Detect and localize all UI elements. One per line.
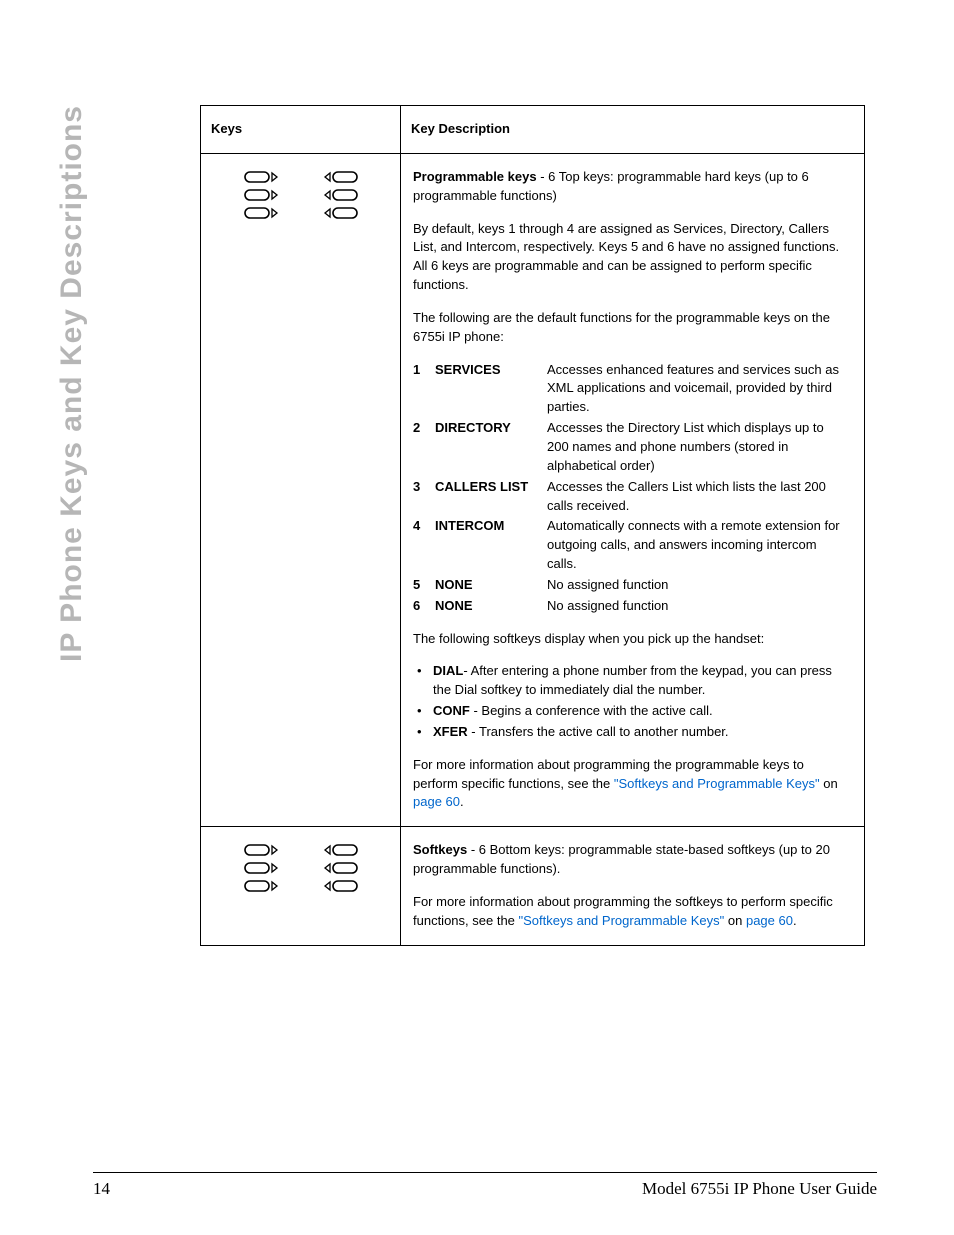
func-desc: Accesses the Callers List which lists th… (547, 478, 846, 516)
softkey-right-icon (322, 843, 358, 857)
page-number: 14 (93, 1179, 110, 1199)
page-footer: 14 Model 6755i IP Phone User Guide (93, 1172, 877, 1199)
softkey-right-icon (322, 879, 358, 893)
func-desc: No assigned function (547, 576, 846, 595)
prog-keys-default-note: By default, keys 1 through 4 are assigne… (413, 220, 846, 295)
footer-title: Model 6755i IP Phone User Guide (642, 1179, 877, 1199)
softkeys-moreinfo: For more information about programming t… (413, 893, 846, 931)
prog-keys-intro: Programmable keys - 6 Top keys: programm… (413, 168, 846, 206)
softkey-left-icon (244, 188, 280, 202)
page-link[interactable]: page 60 (413, 794, 460, 809)
func-name: NONE (435, 597, 547, 616)
table-row: Softkeys - 6 Bottom keys: programmable s… (201, 827, 865, 945)
func-row: 5NONENo assigned function (413, 576, 846, 595)
moreinfo-text-b: on (820, 776, 838, 791)
func-row: 4INTERCOMAutomatically connects with a r… (413, 517, 846, 574)
softkeys-link[interactable]: "Softkeys and Programmable Keys" (519, 913, 725, 928)
prog-keys-moreinfo: For more information about programming t… (413, 756, 846, 813)
table-row: Programmable keys - 6 Top keys: programm… (201, 153, 865, 826)
bullet-bold: XFER (433, 724, 468, 739)
func-num: 4 (413, 517, 435, 536)
table-header-row: Keys Key Description (201, 106, 865, 154)
softkeys-label: Softkeys (413, 842, 467, 857)
header-keys: Keys (201, 106, 401, 154)
func-name: SERVICES (435, 361, 547, 380)
prog-keys-icons-cell (201, 153, 401, 826)
func-row: 1SERVICESAccesses enhanced features and … (413, 361, 846, 418)
softkeys-intro-rest: - 6 Bottom keys: programmable state-base… (413, 842, 830, 876)
func-num: 6 (413, 597, 435, 616)
page-link[interactable]: page 60 (746, 913, 793, 928)
func-desc: Accesses enhanced features and services … (547, 361, 846, 418)
softkey-left-icon (244, 843, 280, 857)
softkeys-intro: Softkeys - 6 Bottom keys: programmable s… (413, 841, 846, 879)
func-desc: Accesses the Directory List which displa… (547, 419, 846, 476)
bullet-text: - Transfers the active call to another n… (468, 724, 729, 739)
softkey-right-icon (322, 206, 358, 220)
func-row: 6NONENo assigned function (413, 597, 846, 616)
func-name: NONE (435, 576, 547, 595)
key-icon-grid (209, 170, 392, 220)
func-row: 3CALLERS LISTAccesses the Callers List w… (413, 478, 846, 516)
func-num: 3 (413, 478, 435, 497)
softkey-right-icon (322, 188, 358, 202)
bullet-text: - Begins a conference with the active ca… (470, 703, 713, 718)
func-num: 5 (413, 576, 435, 595)
header-desc: Key Description (401, 106, 865, 154)
bullet-text: - After entering a phone number from the… (433, 663, 832, 697)
softkey-left-icon (244, 170, 280, 184)
softkey-right-icon (322, 170, 358, 184)
bullet-bold: DIAL (433, 663, 463, 678)
softkeys-handset-intro: The following softkeys display when you … (413, 630, 846, 649)
bullet-bold: CONF (433, 703, 470, 718)
func-num: 1 (413, 361, 435, 380)
softkey-bullets: DIAL- After entering a phone number from… (413, 662, 846, 741)
softkey-left-icon (244, 206, 280, 220)
softkeys-icons-cell (201, 827, 401, 945)
softkey-right-icon (322, 861, 358, 875)
prog-keys-label: Programmable keys (413, 169, 537, 184)
func-desc: Automatically connects with a remote ext… (547, 517, 846, 574)
bullet-item: DIAL- After entering a phone number from… (413, 662, 846, 700)
vertical-section-title: IP Phone Keys and Key Descriptions (55, 105, 89, 662)
prog-keys-default-list-intro: The following are the default functions … (413, 309, 846, 347)
softkey-left-icon (244, 861, 280, 875)
softkey-left-icon (244, 879, 280, 893)
func-row: 2DIRECTORYAccesses the Directory List wh… (413, 419, 846, 476)
key-icon-grid (209, 843, 392, 893)
bullet-item: XFER - Transfers the active call to anot… (413, 723, 846, 742)
softkeys-desc-cell: Softkeys - 6 Bottom keys: programmable s… (401, 827, 865, 945)
func-name: INTERCOM (435, 517, 547, 536)
moreinfo-text-c: . (793, 913, 797, 928)
moreinfo-text-b: on (724, 913, 746, 928)
softkeys-link[interactable]: "Softkeys and Programmable Keys" (614, 776, 820, 791)
content-area: Keys Key Description Programmable keys - (200, 105, 865, 946)
bullet-item: CONF - Begins a conference with the acti… (413, 702, 846, 721)
default-functions-list: 1SERVICESAccesses enhanced features and … (413, 361, 846, 616)
func-name: CALLERS LIST (435, 478, 547, 497)
func-desc: No assigned function (547, 597, 846, 616)
moreinfo-text-c: . (460, 794, 464, 809)
func-name: DIRECTORY (435, 419, 547, 438)
keys-table: Keys Key Description Programmable keys - (200, 105, 865, 946)
prog-keys-desc-cell: Programmable keys - 6 Top keys: programm… (401, 153, 865, 826)
func-num: 2 (413, 419, 435, 438)
